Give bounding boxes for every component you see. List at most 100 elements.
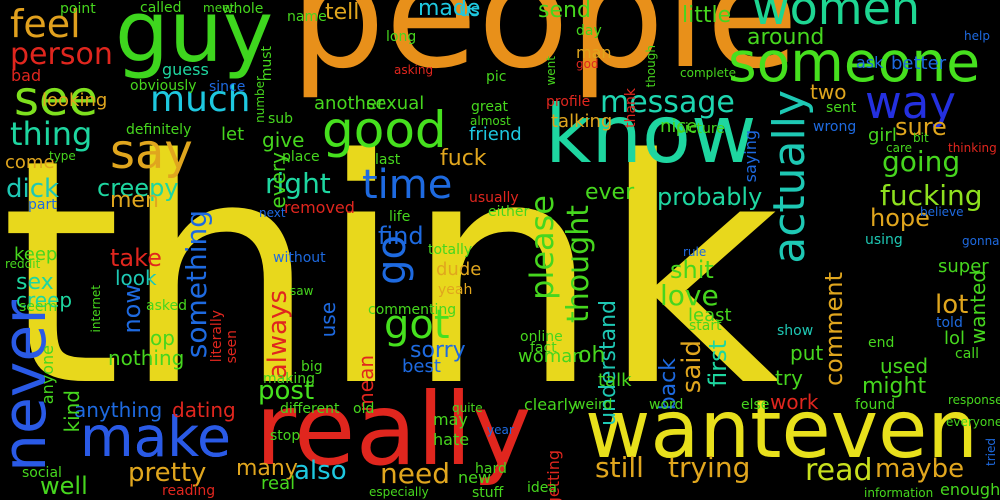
word-social: social	[22, 465, 62, 481]
word-way: way	[865, 76, 957, 129]
word-might: might	[862, 374, 927, 399]
word-maybe: maybe	[875, 454, 965, 484]
word-tell: tell	[325, 0, 360, 25]
word-call: call	[955, 346, 980, 362]
word-sexual: sexual	[366, 93, 425, 114]
word-information: information	[864, 486, 934, 500]
word-bit: bit	[913, 131, 929, 145]
word-next: next	[259, 206, 286, 220]
word-looking: looking	[42, 90, 108, 111]
word-dating: dating	[172, 398, 236, 422]
word-hard: hard	[475, 461, 507, 477]
word-also: also	[294, 456, 347, 486]
word-read: read	[805, 453, 873, 488]
word-stuff: stuff	[472, 485, 504, 500]
word-around: around	[747, 25, 825, 50]
word-let: let	[221, 124, 245, 145]
word-long: long	[386, 29, 417, 45]
word-definitely: definitely	[126, 122, 192, 138]
word-sent: sent	[826, 100, 857, 116]
word-reading: reading	[162, 483, 216, 499]
word-men: men	[110, 188, 159, 213]
word-went: went	[544, 56, 558, 86]
word-wrong: wrong	[813, 119, 857, 135]
word-commenting: commenting	[368, 302, 457, 318]
word-though: though	[644, 45, 658, 88]
word-something: something	[180, 210, 213, 359]
word-weird: weird	[574, 397, 613, 413]
word-tried: tried	[984, 438, 998, 466]
word-woman: woman	[518, 346, 584, 367]
word-give: give	[262, 128, 305, 152]
word-hope: hope	[870, 204, 930, 232]
word-feel: feel	[10, 2, 81, 46]
word-response: response	[948, 393, 1000, 407]
word-year: year	[487, 423, 514, 437]
word-someone: someone	[728, 30, 981, 94]
word-super: super	[938, 256, 989, 277]
word-work: work	[770, 390, 819, 414]
word-anything: anything	[74, 398, 163, 422]
word-rule: rule	[683, 245, 707, 259]
word-nice: nice	[660, 116, 698, 137]
word-ask: ask	[856, 53, 884, 72]
word-seem: seem	[19, 299, 58, 315]
word-really: really	[255, 371, 532, 488]
word-either: either	[488, 204, 530, 220]
word-say: say	[110, 124, 193, 180]
word-lol: lol	[944, 328, 966, 349]
word-hate: hate	[433, 430, 470, 449]
word-always: always	[263, 290, 293, 380]
word-yeah: yeah	[438, 282, 473, 298]
word-creep: creep	[16, 288, 73, 312]
word-women: women	[752, 0, 921, 35]
word-called: called	[140, 0, 182, 16]
word-may: may	[433, 410, 468, 429]
word-comment: comment	[820, 272, 848, 387]
word-totally: totally	[428, 242, 473, 258]
word-point: point	[60, 1, 96, 17]
word-ever: ever	[585, 180, 635, 205]
word-believe: believe	[920, 205, 964, 219]
word-made: made	[418, 0, 481, 21]
word-show: show	[777, 323, 814, 339]
word-guess: guess	[162, 60, 209, 79]
word-profile: profile	[546, 94, 591, 110]
word-right: right	[265, 167, 331, 200]
word-fact: fact	[530, 340, 557, 356]
word-help: help	[964, 29, 990, 43]
word-take: take	[110, 244, 162, 272]
word-make: make	[80, 405, 232, 469]
word-wanteven: wanteven	[585, 383, 979, 476]
word-now: now	[118, 284, 146, 334]
word-creepy: creepy	[97, 174, 179, 202]
word-person: person	[10, 37, 113, 72]
word-big: big	[301, 359, 323, 375]
word-talking: talking	[551, 111, 613, 132]
word-man: man	[576, 43, 612, 62]
word-old: old	[353, 401, 375, 417]
word-anyone: anyone	[38, 345, 57, 405]
word-send: send	[538, 0, 591, 23]
word-need: need	[380, 457, 450, 490]
word-another: another	[314, 93, 385, 114]
word-got: got	[384, 302, 450, 348]
word-without: without	[273, 250, 326, 266]
word-many: many	[236, 456, 298, 481]
word-still: still	[595, 451, 644, 484]
word-stop: stop	[270, 428, 301, 444]
word-god: god	[576, 57, 599, 71]
word-guy: guy	[115, 0, 274, 82]
word-first: first	[704, 340, 732, 387]
word-told: told	[936, 315, 963, 331]
word-last: last	[375, 152, 401, 168]
word-girl: girl	[868, 125, 897, 146]
word-find: find	[378, 222, 424, 250]
word-thing: thing	[10, 115, 93, 153]
word-nothing: nothing	[108, 346, 185, 370]
word-idea: idea	[527, 480, 557, 496]
word-life: life	[389, 209, 411, 225]
word-sex: sex	[16, 270, 54, 295]
word-obviously: obviously	[130, 78, 197, 94]
